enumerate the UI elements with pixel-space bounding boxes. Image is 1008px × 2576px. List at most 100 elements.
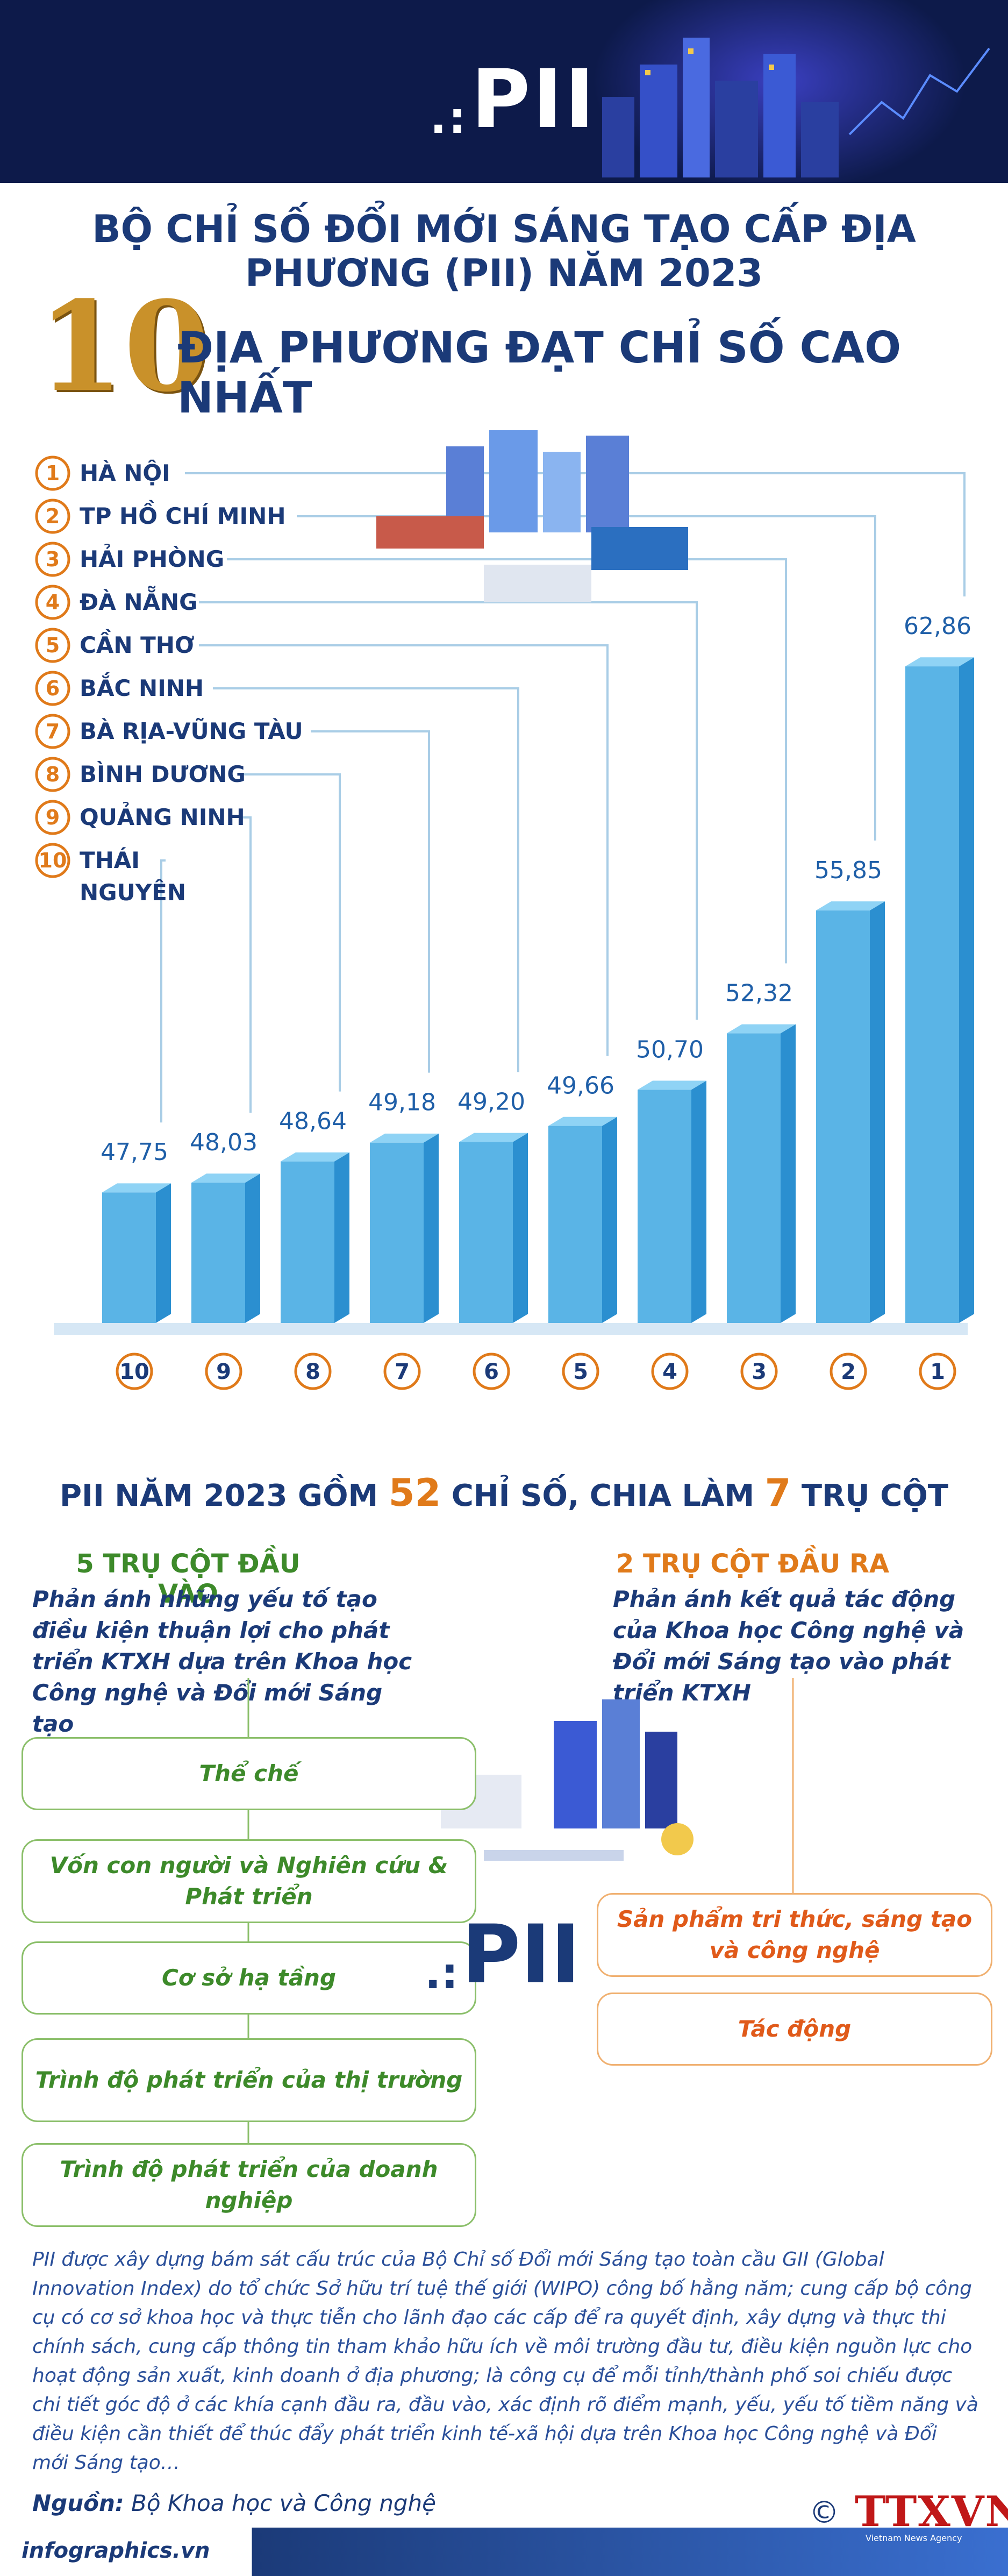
rank-circle (205, 1353, 242, 1390)
rank-number: 3 (752, 1360, 767, 1384)
bar-side (424, 1133, 439, 1323)
legend-rank-number: 6 (46, 677, 60, 700)
legend-province-name: HÀ NỘI (80, 459, 170, 486)
bar (638, 1090, 691, 1323)
leader-line (160, 859, 166, 1123)
rank-circle (383, 1353, 421, 1390)
leader-line (199, 644, 609, 1056)
rank-circle (116, 1353, 153, 1390)
indicator-count: 52 (388, 1471, 441, 1515)
brand-logo: TTXVN (855, 2487, 1008, 2536)
chart-legend: 1 HÀ NỘI 2 TP HỒ CHÍ MINH 3 HẢI PHÒNG 4 ĐÀ NẴNG… (35, 456, 303, 906)
input-pillar-human-capital: Vốn con người và Nghiên cứu & Phát triển (22, 1839, 476, 1923)
bar-value-label: 48,03 (190, 1129, 258, 1156)
legend-province-name: BẮC NINH (80, 671, 204, 701)
legend-rank-circle (35, 542, 70, 577)
input-pillar-market: Trình độ phát triển của thị trường (22, 2038, 476, 2122)
output-pillars-description: Phản ánh kết quả tác động của Khoa học C… (613, 1586, 964, 1706)
output-pillar-knowledge: Sản phẩm tri thức, sáng tạo và công nghệ (597, 1893, 992, 1977)
bar (548, 1126, 602, 1323)
office-illustration (441, 1699, 694, 1861)
legend-province-name: NGUYÊN (80, 879, 186, 906)
rank-number: 8 (305, 1360, 320, 1384)
input-pillars-title: 5 TRỤ CỘT ĐẦU VÀO (76, 1549, 301, 1609)
legend-rank-circle (35, 585, 70, 620)
rank-circle (294, 1353, 332, 1390)
rank-circle (562, 1353, 599, 1390)
bar-value-label: 49,20 (457, 1088, 525, 1115)
rank-number: 10 (119, 1360, 149, 1384)
legend-rank-number: 4 (46, 590, 60, 614)
bar (281, 1161, 334, 1323)
source-line: Nguồn: Bộ Khoa học và Công nghệ (32, 2490, 436, 2516)
legend-province-name: BÌNH DƯƠNG (80, 760, 246, 787)
input-pillar-infrastructure: Cơ sở hạ tầng (22, 1941, 476, 2015)
bar-side (334, 1152, 349, 1323)
bar-side (959, 657, 974, 1323)
bar-value-label: 49,18 (368, 1089, 436, 1116)
bar-value-label: 47,75 (101, 1138, 168, 1166)
legend-rank-circle (35, 757, 70, 792)
legend-rank-circle (35, 800, 70, 835)
bar-side (781, 1024, 796, 1323)
legend-rank-number: 8 (46, 763, 60, 786)
page-title: BỘ CHỈ SỐ ĐỔI MỚI SÁNG TẠO CẤP ĐỊA PHƯƠN… (92, 207, 916, 295)
bar-value-label: 48,64 (279, 1108, 347, 1135)
bar-side (245, 1173, 260, 1323)
bar-chart: 1 HÀ NỘI 2 TP HỒ CHÍ MINH 3 HẢI PHÒNG 4 ĐÀ NẴNG… (35, 430, 974, 1390)
bar-value-label: 49,66 (547, 1072, 614, 1100)
source-label: Nguồn: (32, 2490, 124, 2516)
legend-province-name: THÁI (80, 846, 140, 873)
rank-circle (740, 1353, 778, 1390)
pillars-title: PII NĂM 2023 GỒM 52 CHỈ SỐ, CHIA LÀM 7 T… (59, 1471, 949, 1515)
legend-province-name: TP HỒ CHÍ MINH (80, 500, 285, 529)
bar-top (191, 1173, 260, 1183)
leader-line (311, 730, 430, 1073)
leader-line (185, 472, 966, 597)
legend-rank-circle (35, 843, 70, 878)
page-subtitle: ĐỊA PHƯƠNG ĐẠT CHỈ SỐ CAO NHẤT (177, 323, 902, 423)
rank-number: 1 (930, 1360, 945, 1384)
pillar-count: 7 (764, 1471, 791, 1515)
rank-number: 6 (484, 1360, 499, 1384)
legend-rank-circle (35, 628, 70, 663)
legend-rank-circle (35, 671, 70, 706)
bar-side (602, 1116, 617, 1323)
bar-side (513, 1133, 528, 1323)
leader-line (241, 816, 252, 1113)
chart-base (54, 1323, 968, 1335)
site-url: infographics.vn (22, 2538, 210, 2563)
pii-logo: .:PII (430, 53, 597, 146)
bar-top (548, 1116, 617, 1126)
input-pillar-institutions: Thể chế (22, 1737, 476, 1810)
rank-number: 5 (573, 1360, 588, 1384)
bar-top (816, 901, 885, 910)
big-number: 10 (38, 274, 210, 419)
legend-province-name: HẢI PHÒNG (80, 543, 224, 572)
description-paragraph: PII được xây dựng bám sát cấu trúc của B… (32, 2248, 978, 2474)
legend-rank-circle (35, 714, 70, 749)
rank-number: 4 (662, 1360, 677, 1384)
bar (191, 1183, 245, 1323)
chart-baseline (54, 1323, 968, 1335)
bar (459, 1142, 513, 1323)
bar (905, 666, 959, 1323)
legend-province-name: ĐÀ NẴNG (80, 585, 198, 615)
bar-top (102, 1183, 171, 1193)
legend-rank-number: 3 (46, 547, 60, 571)
legend-rank-circle (35, 456, 70, 491)
rank-number: 2 (841, 1360, 856, 1384)
rank-number: 9 (216, 1360, 231, 1384)
rank-circle (651, 1353, 689, 1390)
pii-logo-secondary: .:PII (425, 1908, 581, 2002)
legend-rank-number: 10 (39, 849, 67, 872)
bar-side (156, 1183, 171, 1323)
legend-province-name: BÀ RỊA-VŨNG TÀU (80, 717, 303, 744)
input-pillars-description: Phản ánh những yếu tố tạo điều kiện thuậ… (32, 1586, 412, 1737)
bar-top (281, 1152, 349, 1162)
header-banner (0, 0, 1008, 183)
leader-line (241, 773, 341, 1092)
city-illustration-small (376, 430, 688, 602)
bar-top (905, 657, 974, 667)
legend-rank-number: 2 (46, 504, 60, 528)
